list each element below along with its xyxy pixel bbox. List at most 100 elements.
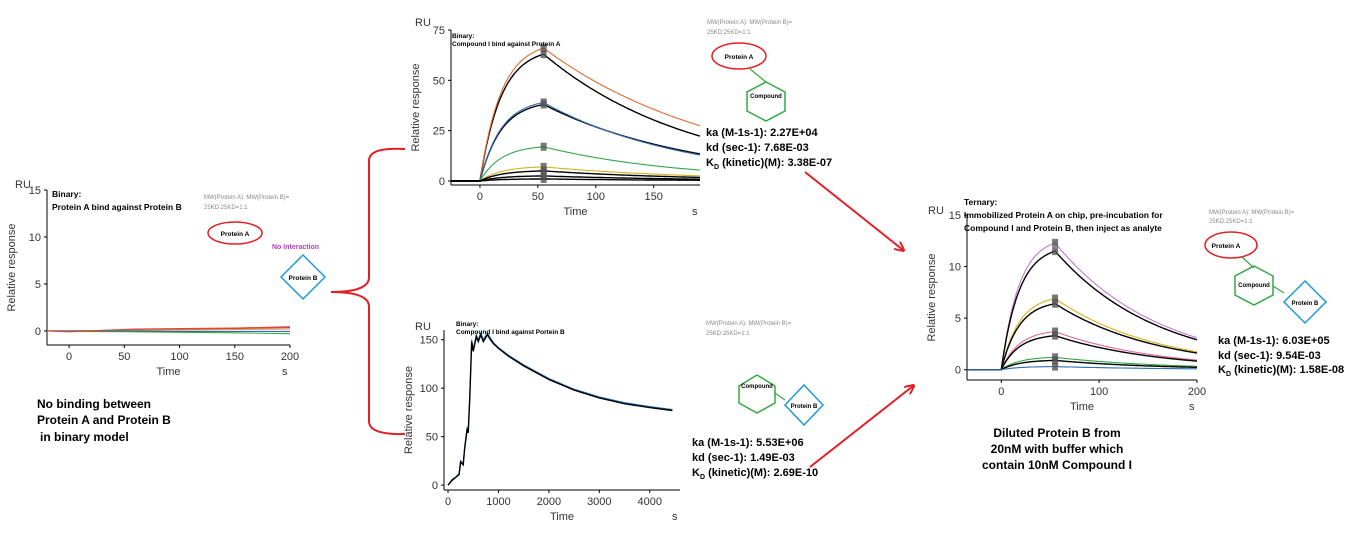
series-line-5 <box>451 146 701 182</box>
series-line-1 <box>967 242 1198 371</box>
y-unit-label: RU <box>15 179 31 191</box>
series-line-9 <box>451 178 700 182</box>
y-tick-label: 75 <box>433 25 445 37</box>
x-tick-label: 0 <box>66 351 72 363</box>
x-axis-label: Time <box>550 511 574 523</box>
y-tick-label: 10 <box>29 232 41 244</box>
ka-bottom: ka (M-1s-1): 5.53E+06 <box>692 437 804 449</box>
series-line-8 <box>451 175 700 182</box>
mw-ratio-top: 25KD:25KD=1:1 <box>707 30 751 36</box>
y-tick-label: 0 <box>955 365 961 377</box>
x-axis-unit: s <box>282 366 288 378</box>
x-tick-label: 50 <box>532 191 544 203</box>
mw-note-left: MW(Protein A): MW(Protein B)= <box>204 195 290 201</box>
x-axis-unit: s <box>692 206 698 218</box>
injection-end-marker <box>540 98 547 107</box>
mw-ratio-left: 25KD:25KD=1:1 <box>204 205 248 211</box>
series-line-2 <box>967 250 1198 371</box>
y-unit-label: RU <box>928 205 944 217</box>
injection-end-marker <box>1052 299 1059 308</box>
bond-line-right-2 <box>1272 285 1285 294</box>
injection-end-marker <box>540 142 547 151</box>
injection-end-marker <box>1052 356 1059 365</box>
x-tick-label: 100 <box>1090 386 1108 398</box>
chart-title-line-1: Binary: <box>452 33 474 40</box>
injection-end-marker <box>540 174 547 183</box>
series-line-9 <box>967 366 1197 371</box>
chart-title-line-2: Compound I bind against Protein A <box>452 41 561 48</box>
compound-label-top: Compound <box>750 94 782 100</box>
x-axis-label: Time <box>563 206 587 218</box>
x-tick-label: 0 <box>477 191 483 203</box>
bond-line-right-1 <box>1241 256 1255 269</box>
y-tick-label: 0 <box>439 176 445 188</box>
x-tick-label: 3000 <box>587 496 611 508</box>
x-axis-unit: s <box>1189 401 1195 413</box>
series-line-1 <box>447 331 673 486</box>
y-tick-label: 100 <box>420 383 438 395</box>
mw-ratio-right: 25KD:25KD=1:1 <box>1209 219 1253 225</box>
chart-title-line-1: Binary: <box>52 189 81 199</box>
x-tick-label: 100 <box>587 191 605 203</box>
protein-a-label-top: Protein A <box>725 54 754 61</box>
protein-b-label: Protein B <box>289 275 318 282</box>
protein-a-shape-top <box>711 42 767 70</box>
y-tick-label: 0 <box>432 480 438 492</box>
y-axis-label: Relative response <box>6 223 18 311</box>
caption-right-line-3: contain 10nM Compound I <box>982 458 1132 472</box>
y-axis-label: Relative response <box>403 366 415 454</box>
y-tick-label: 150 <box>420 335 438 347</box>
protein-b-label-right: Protein B <box>1292 301 1319 307</box>
kd-right: kd (sec-1): 9.54E-03 <box>1218 350 1321 362</box>
injection-end-marker <box>1052 247 1059 256</box>
kD-bottom: KD (kinetic)(M): 2.69E-10 <box>692 467 818 481</box>
caption-right-line-2: 20nM with buffer which <box>991 442 1124 456</box>
y-tick-label: 5 <box>955 313 961 325</box>
series-line-5 <box>46 326 291 333</box>
y-tick-label: 10 <box>949 262 961 274</box>
y-tick-label: 15 <box>949 210 961 222</box>
x-tick-label: 2000 <box>537 496 561 508</box>
split-bracket <box>330 147 406 436</box>
series-line-2 <box>451 47 701 182</box>
arrow-top-to-ternary <box>804 171 903 250</box>
x-tick-label: 150 <box>226 351 244 363</box>
injection-end-marker <box>1052 331 1059 340</box>
chart-binary-compound-protein-a: RU 0 25 50 75 0 50 100 150 Time s Relative response… <box>410 17 701 218</box>
protein-a-label-right: Protein A <box>1212 243 1241 250</box>
chart-title-line-2: Immobilized Protein A on chip, pre-incub… <box>964 210 1163 220</box>
injection-end-marker <box>540 166 547 175</box>
mw-note-right: MW(Protein A): MW(Protein B)= <box>1209 210 1295 216</box>
series-line-4 <box>967 302 1198 371</box>
compound-shape-bottom <box>738 374 776 414</box>
y-tick-label: 15 <box>29 185 41 197</box>
x-tick-label: 50 <box>118 351 130 363</box>
injection-end-marker <box>1052 327 1059 336</box>
y-tick-label: 0 <box>35 326 41 338</box>
series-line-6 <box>967 334 1198 371</box>
series-line-4 <box>451 101 701 182</box>
injection-end-marker <box>540 50 547 59</box>
chart-title-line-3: Compound I and Protein B, then inject as… <box>964 223 1162 233</box>
protein-b-shape-right <box>1282 279 1328 325</box>
compound-label-right: Compound <box>1238 283 1270 289</box>
chart-title-line-2: Protein A bind against Protein B <box>52 202 182 212</box>
series-line-1 <box>451 53 701 182</box>
injection-end-marker <box>1052 294 1059 303</box>
x-tick-label: 4000 <box>638 496 662 508</box>
y-unit-label: RU <box>415 321 431 333</box>
caption-left-line-1: No binding between <box>37 397 151 411</box>
chart-title-line-1: Ternary: <box>964 197 998 207</box>
protein-b-label-bottom: Protein B <box>791 404 818 410</box>
x-tick-label: 100 <box>170 351 188 363</box>
kinetics-right: ka (M-1s-1): 6.03E+05 kd (sec-1): 9.54E-… <box>1218 335 1344 378</box>
y-tick-label: 50 <box>433 75 445 87</box>
arrow-bottom-to-ternary <box>809 386 913 468</box>
injection-end-marker <box>540 44 547 53</box>
injection-end-marker <box>1052 362 1059 371</box>
ka-right: ka (M-1s-1): 6.03E+05 <box>1218 335 1330 347</box>
x-axis-unit: s <box>672 511 678 523</box>
protein-a-shape <box>207 221 263 245</box>
